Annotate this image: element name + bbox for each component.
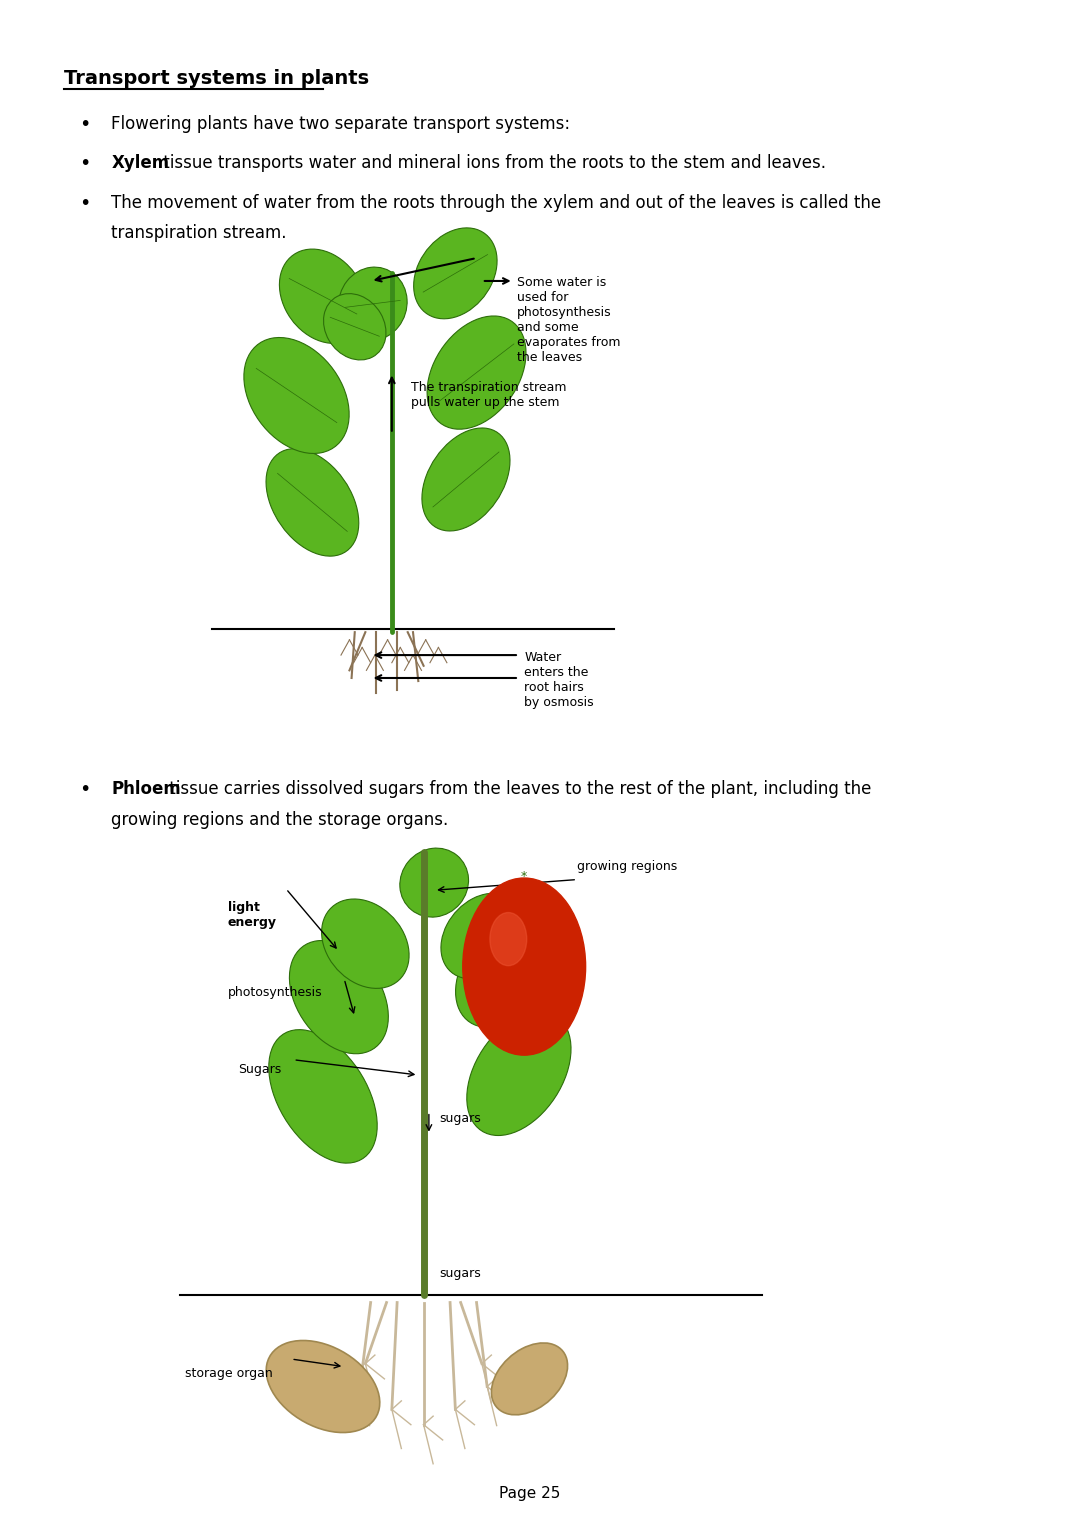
Text: *: * xyxy=(521,869,527,883)
Text: Transport systems in plants: Transport systems in plants xyxy=(64,69,368,87)
Ellipse shape xyxy=(266,449,359,556)
Text: Water
enters the
root hairs
by osmosis: Water enters the root hairs by osmosis xyxy=(524,651,594,709)
Ellipse shape xyxy=(269,1029,377,1164)
Text: sugars: sugars xyxy=(440,1112,482,1125)
Text: growing regions: growing regions xyxy=(577,860,677,873)
Text: transpiration stream.: transpiration stream. xyxy=(111,224,286,243)
Ellipse shape xyxy=(491,1342,568,1416)
Text: Sugars: Sugars xyxy=(239,1063,282,1077)
Ellipse shape xyxy=(456,921,551,1028)
Ellipse shape xyxy=(338,267,407,341)
Ellipse shape xyxy=(427,316,526,429)
Ellipse shape xyxy=(267,1341,380,1432)
Text: tissue carries dissolved sugars from the leaves to the rest of the plant, includ: tissue carries dissolved sugars from the… xyxy=(164,780,872,799)
Text: light
energy: light energy xyxy=(228,901,276,928)
Text: •: • xyxy=(80,194,91,212)
Ellipse shape xyxy=(400,847,469,918)
Text: photosynthesis: photosynthesis xyxy=(228,986,322,1000)
Text: tissue transports water and mineral ions from the roots to the stem and leaves.: tissue transports water and mineral ions… xyxy=(158,154,826,173)
Text: Page 25: Page 25 xyxy=(499,1486,561,1501)
Text: growing regions and the storage organs.: growing regions and the storage organs. xyxy=(111,811,448,829)
Text: Some water is
used for
photosynthesis
and some
evaporates from
the leaves: Some water is used for photosynthesis an… xyxy=(517,276,620,365)
Ellipse shape xyxy=(322,899,409,988)
Circle shape xyxy=(462,878,585,1055)
Text: Flowering plants have two separate transport systems:: Flowering plants have two separate trans… xyxy=(111,115,570,133)
Text: •: • xyxy=(80,780,91,799)
Text: •: • xyxy=(80,115,91,133)
Ellipse shape xyxy=(422,428,510,531)
Ellipse shape xyxy=(289,941,389,1054)
Circle shape xyxy=(490,913,527,965)
Ellipse shape xyxy=(280,249,366,344)
Ellipse shape xyxy=(414,228,497,319)
Text: The transpiration stream
pulls water up the stem: The transpiration stream pulls water up … xyxy=(410,382,566,409)
Ellipse shape xyxy=(324,293,386,360)
Text: The movement of water from the roots through the xylem and out of the leaves is : The movement of water from the roots thr… xyxy=(111,194,881,212)
Text: storage organ: storage organ xyxy=(186,1367,273,1380)
Ellipse shape xyxy=(244,337,349,454)
Text: •: • xyxy=(80,154,91,173)
Text: Phloem: Phloem xyxy=(111,780,181,799)
Ellipse shape xyxy=(467,1011,571,1136)
Text: sugars: sugars xyxy=(440,1267,482,1281)
Ellipse shape xyxy=(441,893,523,979)
Text: Xylem: Xylem xyxy=(111,154,170,173)
